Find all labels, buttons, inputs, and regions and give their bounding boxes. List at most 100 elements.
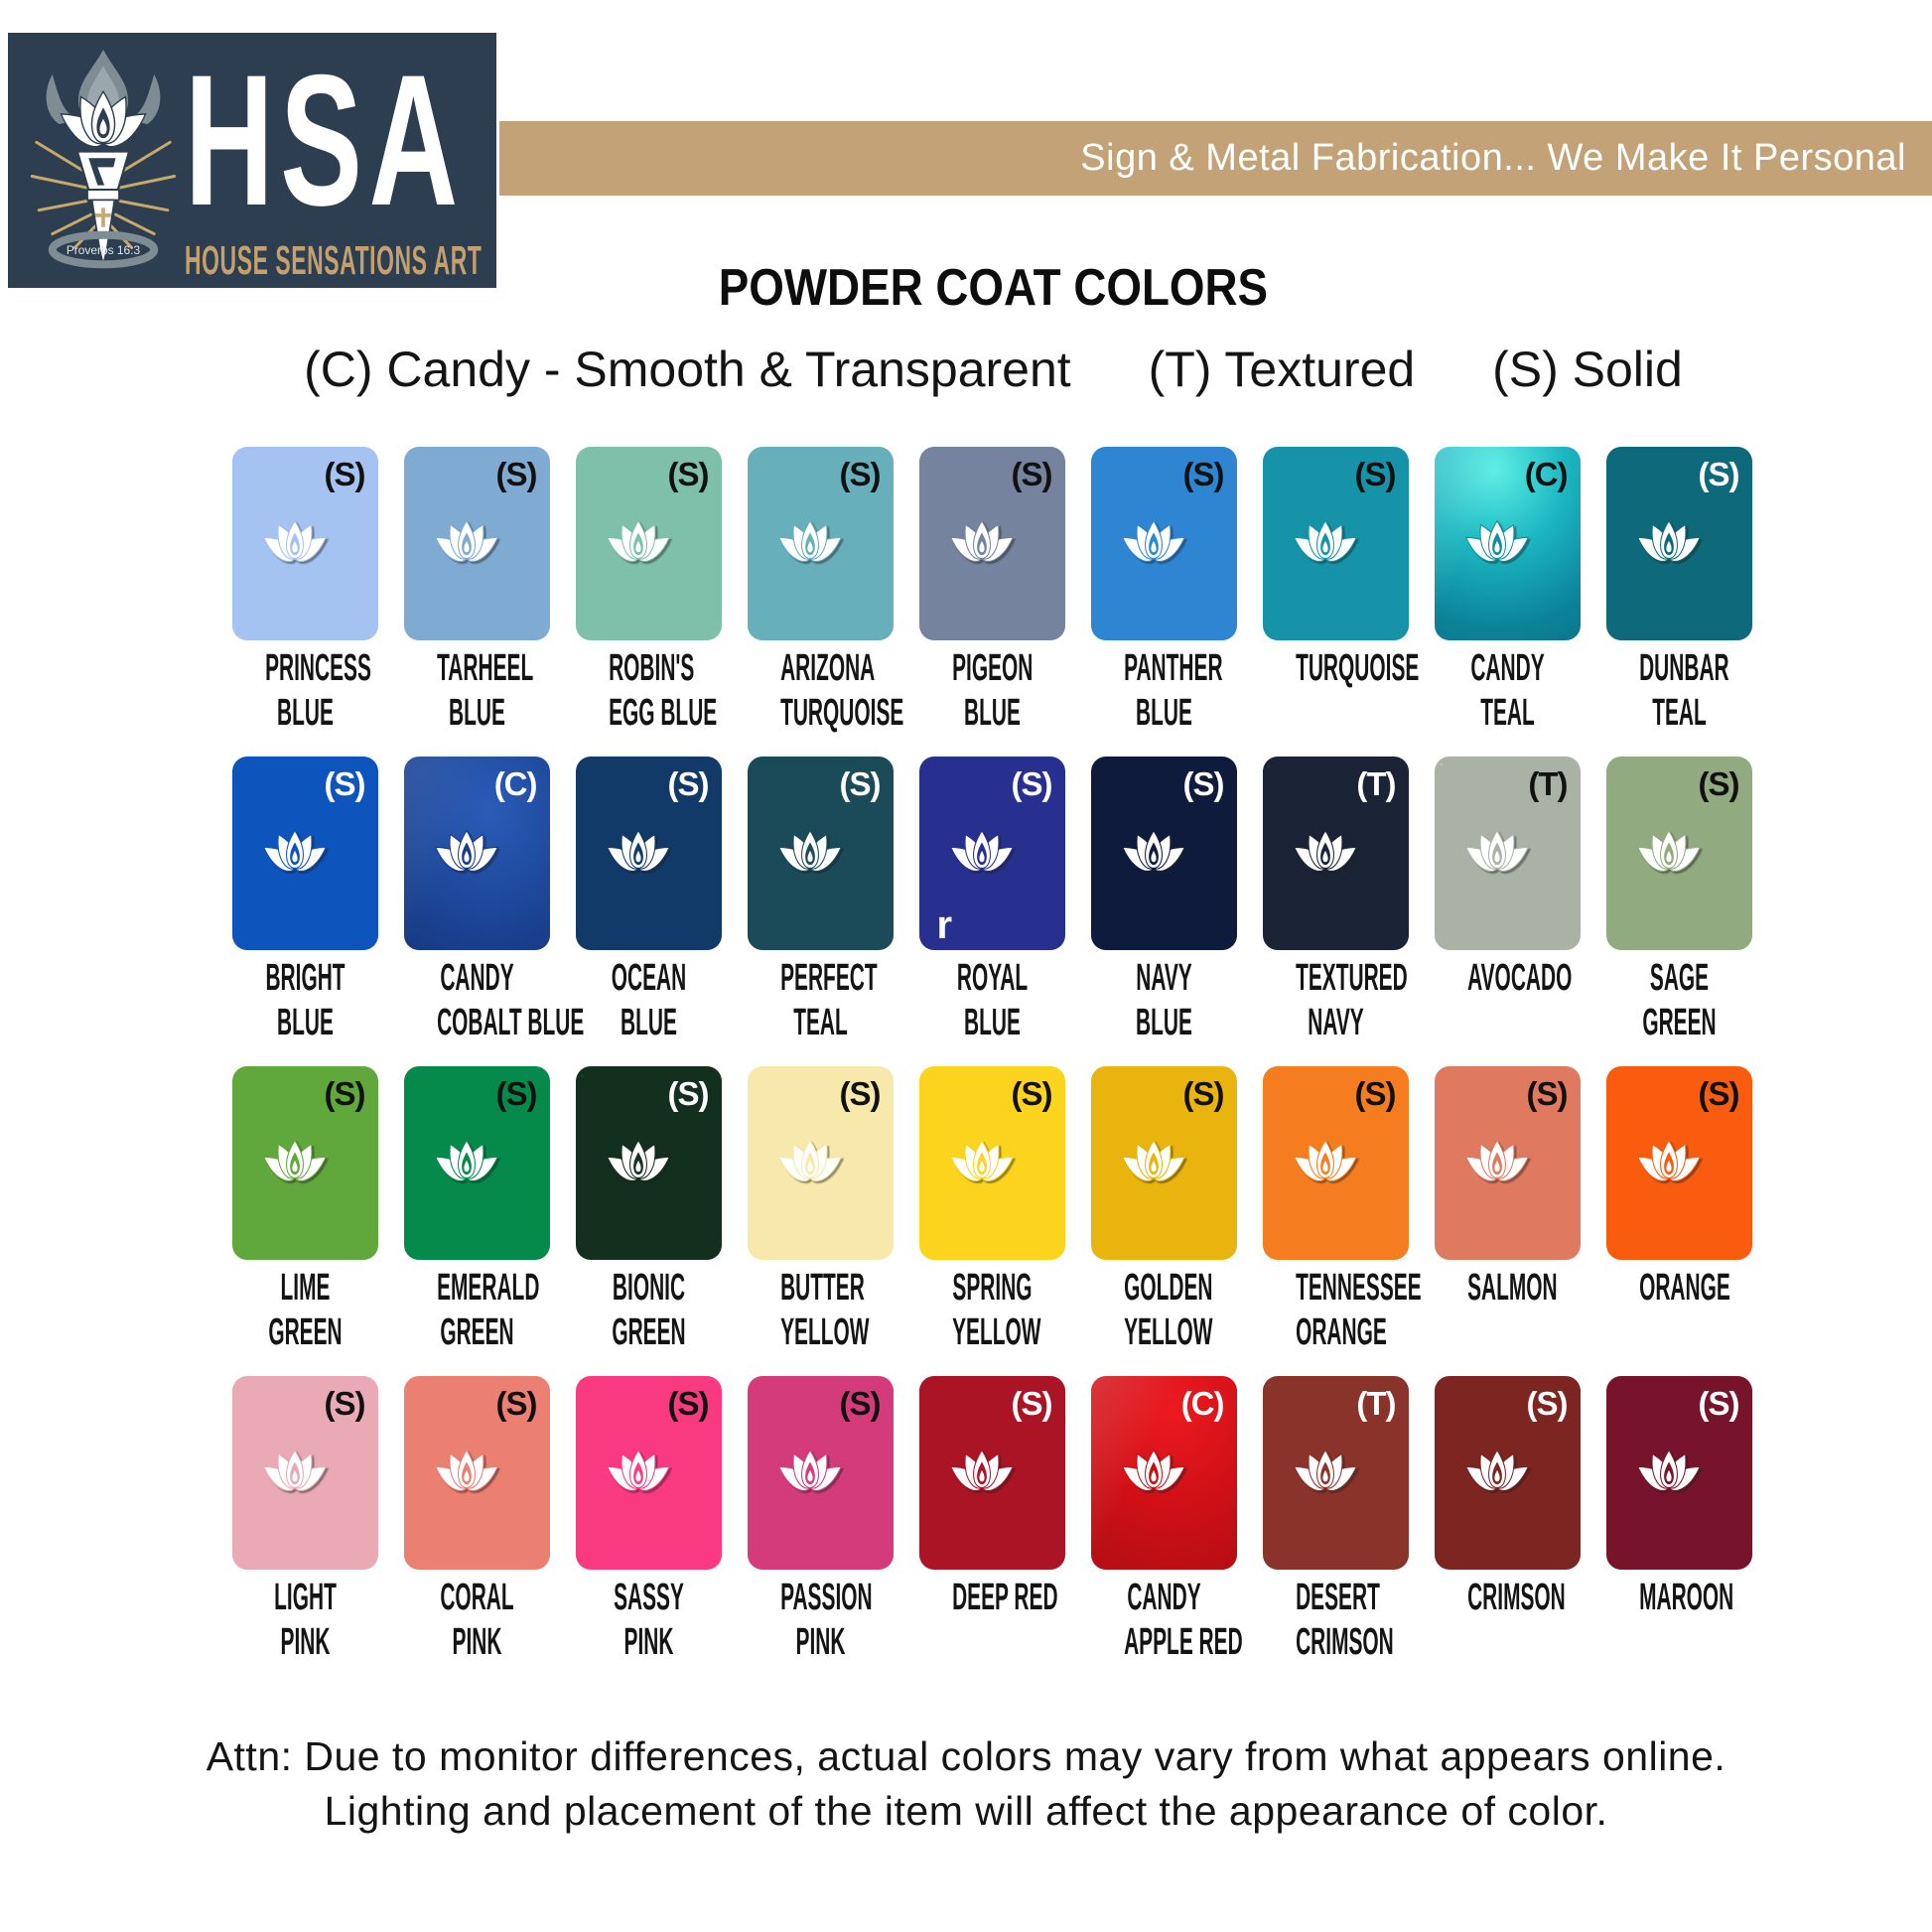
- lotus-icon: [600, 518, 677, 565]
- color-swatch: (T): [1262, 757, 1409, 950]
- swatch-name: EMERALD GREEN: [436, 1267, 539, 1353]
- finish-type-label: (T): [1528, 765, 1568, 802]
- lotus-icon: [256, 518, 334, 565]
- color-swatch: (S): [575, 1066, 722, 1260]
- color-swatch: (S): [918, 447, 1065, 640]
- swatch-name: TENNESSEE ORANGE: [1295, 1267, 1422, 1353]
- swatch-name: ROYAL BLUE: [956, 957, 1028, 1043]
- finish-type-label: (C): [493, 765, 538, 802]
- swatch-grid: (S) PRINCESS BLUE (S) TARHEEL BLUE (S) ROBIN'S E…: [0, 447, 1932, 1665]
- swatch-cell: (S) TURQUOISE: [1262, 447, 1419, 736]
- color-swatch: (S): [1605, 1376, 1752, 1570]
- finish-type-label: (S): [495, 1385, 538, 1422]
- lotus-icon: [1630, 828, 1708, 875]
- lotus-icon: [256, 828, 334, 875]
- swatch-cell: (S) OCEAN BLUE: [575, 757, 722, 1045]
- lotus-icon: [1287, 518, 1364, 565]
- finish-type-label: (S): [1011, 1075, 1053, 1112]
- finish-type-label: (T): [1356, 765, 1396, 802]
- logo-acronym: HSA: [185, 36, 465, 244]
- color-swatch: (S): [1605, 757, 1752, 950]
- finish-type-label: (S): [1698, 1075, 1740, 1112]
- finish-type-label: (S): [1698, 1385, 1740, 1422]
- finish-type-label: (S): [1011, 456, 1053, 492]
- lotus-icon: [1458, 518, 1536, 565]
- finish-type-label: (S): [324, 1385, 366, 1422]
- swatch-cell: (S) PERFECT TEAL: [747, 757, 894, 1045]
- swatch-cell: (S) MAROON: [1605, 1376, 1752, 1665]
- swatch-name: CANDY COBALT BLUE: [436, 957, 584, 1043]
- swatch-name: TEXTURED NAVY: [1295, 957, 1408, 1043]
- finish-type-label: (S): [667, 765, 710, 802]
- color-swatch: (S): [1262, 1066, 1409, 1260]
- lotus-icon: [256, 1138, 334, 1184]
- swatch-name: BRIGHT BLUE: [264, 957, 345, 1043]
- swatch-name: OCEAN BLUE: [611, 957, 686, 1043]
- finish-type-label: (S): [1698, 765, 1740, 802]
- swatch-cell: (T) TEXTURED NAVY: [1262, 757, 1409, 1045]
- swatch-name: PANTHER BLUE: [1123, 647, 1223, 734]
- color-swatch: (S): [918, 1376, 1065, 1570]
- legend-item-textured: (T) Textured: [1148, 342, 1416, 397]
- color-swatch: (S): [747, 447, 894, 640]
- lotus-icon: [1458, 828, 1536, 875]
- swatch-cell: (S) DUNBAR TEAL: [1605, 447, 1752, 736]
- lotus-icon: [1287, 1138, 1364, 1184]
- swatch-cell: (S) ORANGE: [1605, 1066, 1752, 1355]
- lotus-icon: [1115, 1448, 1192, 1494]
- lotus-icon: [943, 518, 1021, 565]
- lotus-icon: [943, 1448, 1021, 1494]
- swatch-name: CANDY TEAL: [1469, 647, 1545, 734]
- color-swatch: (S): [1090, 447, 1237, 640]
- lotus-icon: [1630, 1448, 1708, 1494]
- finish-type-label: (C): [1524, 456, 1569, 492]
- finish-type-label: (S): [1011, 1385, 1053, 1422]
- swatch-name: PERFECT TEAL: [779, 957, 878, 1043]
- swatch-cell: (S) SASSY PINK: [575, 1376, 722, 1665]
- finish-legend: (C) Candy - Smooth & Transparent (T) Tex…: [0, 341, 1932, 398]
- lotus-icon: [428, 518, 505, 565]
- finish-type-label: (S): [839, 1075, 882, 1112]
- swatch-name: SAGE GREEN: [1641, 957, 1717, 1043]
- swatch-name: BIONIC GREEN: [611, 1267, 686, 1353]
- swatch-cell: (S) ROBIN'S EGG BLUE: [575, 447, 722, 736]
- torch-lotus-emblem: Proverbs 16:3: [30, 50, 177, 269]
- lotus-icon: [1115, 828, 1192, 875]
- finish-type-label: (S): [667, 1075, 710, 1112]
- swatch-name: NAVY BLUE: [1135, 957, 1192, 1043]
- color-swatch: (S): [575, 447, 722, 640]
- swatch-name: CORAL PINK: [439, 1577, 514, 1663]
- page-title: POWDER COAT COLORS: [718, 259, 1269, 317]
- swatch-name: SPRING YELLOW: [951, 1267, 1040, 1353]
- color-swatch: (S): [1090, 1066, 1237, 1260]
- swatch-name: DUNBAR TEAL: [1638, 647, 1729, 734]
- disclaimer: Attn: Due to monitor differences, actual…: [0, 1729, 1932, 1839]
- swatch-cell: (S) BUTTER YELLOW: [747, 1066, 894, 1355]
- lotus-icon: [771, 1448, 849, 1494]
- finish-type-label: (T): [1356, 1385, 1396, 1422]
- color-swatch: (S): [575, 757, 722, 950]
- lotus-icon: [943, 1138, 1021, 1184]
- base-ellipse: [48, 230, 159, 269]
- swatch-cell: (C) CANDY APPLE RED: [1090, 1376, 1242, 1665]
- lotus-icon: [771, 828, 849, 875]
- finish-type-label: (S): [1698, 456, 1740, 492]
- legend-item-candy: (C) Candy - Smooth & Transparent: [304, 342, 1071, 397]
- lotus-icon: [771, 1138, 849, 1184]
- color-swatch: (S): [1434, 1066, 1581, 1260]
- finish-type-label: (S): [1526, 1075, 1569, 1112]
- color-swatch: (S): [231, 1066, 378, 1260]
- color-swatch: (S) r: [918, 757, 1065, 950]
- swatch-cell: (S) r ROYAL BLUE: [918, 757, 1065, 1045]
- verse-text: Proverbs 16:3: [67, 243, 141, 257]
- swatch-cell: (S) PIGEON BLUE: [918, 447, 1065, 736]
- swatch-cell: (S) EMERALD GREEN: [403, 1066, 550, 1355]
- disclaimer-line-1: Attn: Due to monitor differences, actual…: [206, 1733, 1726, 1779]
- swatch-cell: (S) BIONIC GREEN: [575, 1066, 722, 1355]
- logo-text: HSA HOUSE SENSATIONS ART: [185, 36, 483, 284]
- disclaimer-line-2: Lighting and placement of the item will …: [324, 1788, 1608, 1834]
- lotus-icon: [600, 828, 677, 875]
- lotus-icon: [428, 1448, 505, 1494]
- finish-type-label: (S): [495, 1075, 538, 1112]
- lotus-icon: [600, 1138, 677, 1184]
